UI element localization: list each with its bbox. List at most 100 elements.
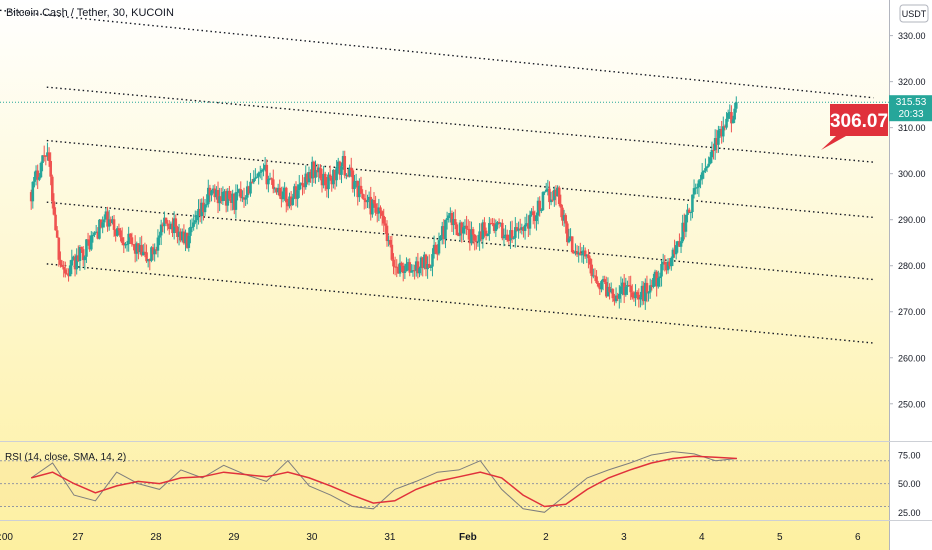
candle-body: [556, 187, 559, 197]
candle-body: [132, 244, 135, 246]
candle-body: [371, 199, 374, 215]
candle-body: [135, 243, 139, 254]
candle-body: [172, 218, 176, 234]
candle-body: [497, 222, 501, 224]
candle-body: [345, 174, 348, 176]
candle-body: [29, 192, 33, 202]
candle-body: [203, 204, 207, 213]
candle-body: [49, 160, 52, 177]
candle-body: [262, 169, 265, 171]
candle-body: [289, 196, 293, 206]
candle-body: [384, 223, 387, 226]
candle-body: [564, 215, 567, 224]
candle-body: [193, 220, 197, 223]
candle-body: [83, 256, 87, 261]
candle-body: [544, 189, 548, 192]
candle-body: [648, 285, 652, 293]
candle-body: [631, 292, 634, 298]
candle-body: [682, 222, 686, 232]
candle-body: [90, 235, 93, 250]
candle-body: [444, 220, 447, 240]
candle-body: [364, 199, 368, 203]
candle-body: [143, 251, 147, 253]
currency-badge[interactable]: [899, 4, 929, 23]
candle-body: [388, 239, 392, 245]
candle-body: [369, 196, 373, 215]
candle-body: [621, 282, 624, 287]
candle-body: [278, 187, 282, 197]
candle-body: [224, 191, 228, 206]
price-tick-label: 280.00: [898, 261, 926, 271]
candle-body: [505, 234, 509, 241]
rsi-title[interactable]: RSI (14, close, SMA, 14, 2): [5, 452, 126, 463]
candle-body: [151, 247, 155, 255]
candle-body: [99, 219, 103, 228]
candle-body: [478, 231, 481, 242]
candle-body: [704, 168, 707, 171]
candle-body: [697, 180, 701, 188]
candle-body: [349, 167, 353, 171]
candle-body: [137, 243, 140, 253]
candle-body: [128, 233, 132, 238]
candle-body: [93, 232, 96, 235]
candle-body: [652, 277, 655, 288]
rsi-pane: 25.00 50.00 75.00: [0, 451, 921, 518]
candle-body: [712, 149, 715, 151]
candle-body: [666, 261, 670, 271]
candle-body: [317, 167, 321, 173]
candle-body: [655, 271, 658, 287]
candle-body: [510, 230, 514, 239]
candle-body: [408, 262, 412, 273]
candle-body: [525, 223, 529, 225]
candle-body: [294, 186, 298, 199]
candle-body: [639, 297, 642, 300]
candle-body: [359, 185, 363, 194]
candle-body: [405, 263, 408, 272]
candle-body: [455, 224, 459, 236]
candle-body: [460, 222, 464, 234]
symbol-title[interactable]: Bitcoin Cash / Tether, 30, KUCOIN: [6, 7, 174, 19]
candle-body: [228, 190, 231, 199]
candle-body: [366, 200, 369, 203]
candle-body: [208, 187, 212, 196]
candle-body: [551, 199, 555, 201]
candle-body: [515, 227, 519, 231]
currency-label: USDT: [902, 9, 927, 19]
candle-body: [543, 191, 546, 193]
candle-body: [494, 224, 498, 231]
candle-body: [189, 227, 192, 236]
candle-body: [462, 227, 465, 234]
candle-body: [330, 177, 334, 185]
candle-body: [54, 214, 57, 231]
candle-body: [416, 261, 420, 274]
candle-body: [512, 237, 516, 239]
candle-body: [362, 198, 366, 200]
candle-body: [106, 211, 109, 227]
price-callout[interactable]: 306.07: [821, 104, 888, 150]
candle-body: [570, 236, 574, 253]
candle-body: [728, 112, 732, 114]
candle-body: [663, 261, 667, 265]
candle-body: [133, 244, 137, 254]
candle-body: [713, 138, 717, 151]
candle-body: [439, 235, 442, 241]
candle-body: [348, 167, 351, 177]
candle-body: [605, 282, 608, 297]
candle-body: [38, 177, 41, 180]
candle-body: [198, 208, 202, 217]
candle-body: [447, 215, 451, 219]
time-tick-label: 28: [150, 532, 162, 543]
price-tick-label: 270.00: [898, 307, 926, 317]
candle-body: [85, 239, 88, 257]
rsi-tick-label: 25.00: [898, 508, 921, 518]
candle-body: [504, 234, 507, 237]
candle-body: [424, 254, 428, 270]
candle-body: [491, 223, 494, 225]
candle-body: [554, 189, 558, 197]
candle-body: [284, 187, 288, 203]
candle-body: [522, 227, 525, 231]
candle-body: [721, 126, 725, 137]
candle-body: [153, 249, 156, 255]
candle-body: [39, 162, 43, 178]
candle-body: [176, 226, 179, 237]
